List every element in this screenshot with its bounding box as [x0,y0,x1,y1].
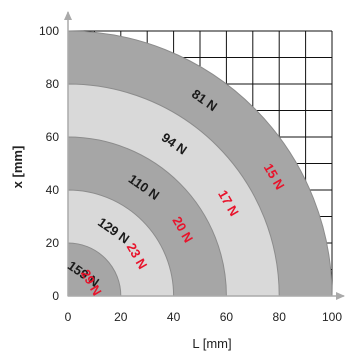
y-axis-arrow [64,11,72,20]
y-tick-label: 100 [39,24,59,38]
x-axis-title: L [mm] [192,336,231,351]
x-tick-label: 40 [167,310,181,324]
x-tick-label: 60 [220,310,234,324]
x-tick-label: 100 [322,310,342,324]
y-tick-label: 60 [46,130,60,144]
x-axis-arrow [336,292,345,300]
y-axis-title: x [mm] [10,146,25,189]
y-tick-label: 20 [46,236,60,250]
force-ring-area [67,242,122,297]
force-rings [67,30,333,297]
x-tick-label: 0 [65,310,72,324]
y-tick-label: 0 [52,289,59,303]
axes [64,11,345,300]
tick-labels: 0 20 40 60 80 100 0 20 40 60 80 100 [39,24,342,324]
y-tick-label: 80 [46,77,60,91]
x-tick-label: 80 [273,310,287,324]
y-tick-label: 40 [46,183,60,197]
x-tick-label: 20 [114,310,128,324]
